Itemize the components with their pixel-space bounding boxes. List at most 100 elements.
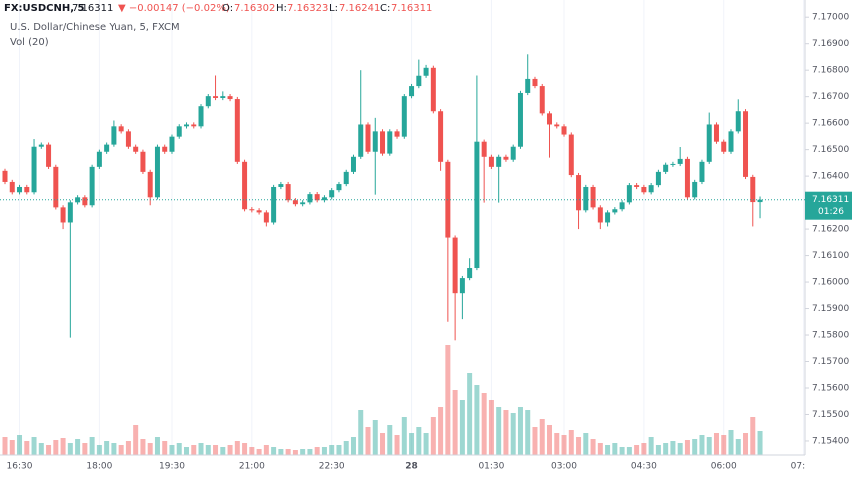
volume-bar [517,407,523,455]
candle-body [459,278,465,294]
candle-body [89,166,95,206]
candle-body [590,186,596,208]
candle-body [677,158,683,164]
volume-bar [387,425,393,455]
y-tick-label: 7.15800 [812,331,849,341]
volume-bar [576,437,582,455]
candle-body [154,146,160,198]
o-label: O: [222,3,233,14]
volume-bar [82,443,88,455]
candle-body [271,186,277,223]
volume-bar [292,450,298,455]
volume-bar [728,430,734,455]
volume-bar [452,390,458,455]
volume-bar [641,443,647,455]
volume-bar [169,445,175,455]
candle-body [721,141,727,152]
candle-body [133,146,139,152]
candle-body [634,185,640,187]
description: U.S. Dollar/Chinese Yuan, 5, FXCM [10,22,180,33]
volume-bar [510,413,516,455]
last-price: 7.16311 [72,3,113,14]
volume-bar [677,443,683,455]
candle-body [17,186,23,193]
volume-bar [605,445,611,455]
y-tick-label: 7.16600 [812,119,849,129]
candle-body [307,194,313,203]
candle-body [641,186,647,193]
candle-body [750,176,756,203]
volume-bar [9,440,15,455]
x-tick-label: 07:30 [791,462,817,472]
candle-body [46,144,52,167]
volume-bar [271,447,277,455]
y-tick-label: 7.15400 [812,436,849,446]
candle-body [205,96,211,107]
candle-body [576,175,582,211]
volume-bar [60,438,66,455]
c-value: 7.16311 [391,3,432,14]
volume-bar [285,449,291,455]
volume-bar [496,407,502,455]
volume-bar [104,441,110,455]
volume-bar [474,385,480,455]
volume-bar [336,445,342,455]
candle-body [118,126,124,132]
candle-body [539,86,545,114]
y-tick-label: 7.16400 [812,172,849,182]
price-tag-bg [805,191,852,220]
volume-bar [743,433,749,455]
candle-body [467,268,473,279]
volume-bar [329,445,335,455]
x-tick-label: 01:30 [478,462,504,472]
candle-body [300,202,306,205]
volume-bar [757,431,763,455]
volume-bar [234,441,240,455]
volume-bar [358,410,364,455]
volume-bar [721,435,727,455]
candle-body [278,184,284,187]
volume-bar [445,345,451,455]
candle-body [285,184,291,201]
volume-bar [459,400,465,455]
candle-body [314,194,320,201]
candle-body [234,99,240,162]
candle-body [53,166,59,208]
candle-body [663,164,669,172]
volume-bar [133,425,139,455]
candle-body [503,156,509,160]
candle-body [321,197,327,201]
candle-body [605,212,611,223]
volume-bar [699,435,705,455]
volume-bar [394,435,400,455]
candle-body [220,96,226,98]
volume-bar [663,443,669,455]
candle-body [372,131,378,152]
volume-bar [626,447,632,455]
x-tick-label: 18:00 [86,462,112,472]
candle-body [343,171,349,185]
volume-bar [46,445,52,455]
candle-body [401,96,407,137]
x-tick-label: 03:00 [551,462,577,472]
candle-body [713,124,719,142]
volume-bar [525,410,531,455]
candle-body [387,131,393,154]
volume-bar [307,449,313,455]
o-value: 7.16302 [234,3,275,14]
volume-bar [416,427,422,455]
volume-bar [321,447,327,455]
candle-body [176,126,182,137]
volume-bar [314,447,320,455]
volume-bar [184,447,189,455]
candle-body [438,111,444,162]
candle-body [597,207,603,223]
volume-bar [154,437,160,455]
y-tick-label: 7.16500 [812,145,849,155]
y-tick-label: 7.16800 [812,66,849,76]
volume-bar [539,419,545,455]
change: ▼ −0.00147 (−0.02%) [118,3,230,14]
volume-bar [467,373,473,455]
y-tick-label: 7.16700 [812,92,849,102]
volume-bar [634,445,640,455]
